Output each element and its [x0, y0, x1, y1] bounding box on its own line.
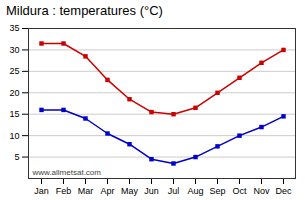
- svg-text:Nov: Nov: [253, 186, 270, 196]
- svg-text:Jul: Jul: [168, 186, 180, 196]
- svg-text:25: 25: [9, 66, 19, 76]
- svg-text:Sep: Sep: [209, 186, 225, 196]
- svg-text:30: 30: [9, 45, 19, 55]
- svg-text:Jun: Jun: [144, 186, 159, 196]
- svg-text:May: May: [121, 186, 139, 196]
- svg-text:Oct: Oct: [232, 186, 247, 196]
- svg-text:Apr: Apr: [100, 186, 114, 196]
- svg-text:35: 35: [9, 23, 19, 33]
- svg-text:Mar: Mar: [78, 186, 94, 196]
- svg-text:Dec: Dec: [275, 186, 292, 196]
- html-text:Mildura : temperatures (°C): Mildura : temperatures (°C): [6, 3, 163, 18]
- svg-text:Jan: Jan: [34, 186, 49, 196]
- svg-text:20: 20: [9, 88, 19, 98]
- svg-text:5: 5: [14, 152, 19, 162]
- svg-text:Aug: Aug: [187, 186, 203, 196]
- svg-text:Feb: Feb: [56, 186, 72, 196]
- svg-text:15: 15: [9, 109, 19, 119]
- svg-text:10: 10: [9, 131, 19, 141]
- svg-text:www.allmetsat.com: www.allmetsat.com: [32, 168, 102, 177]
